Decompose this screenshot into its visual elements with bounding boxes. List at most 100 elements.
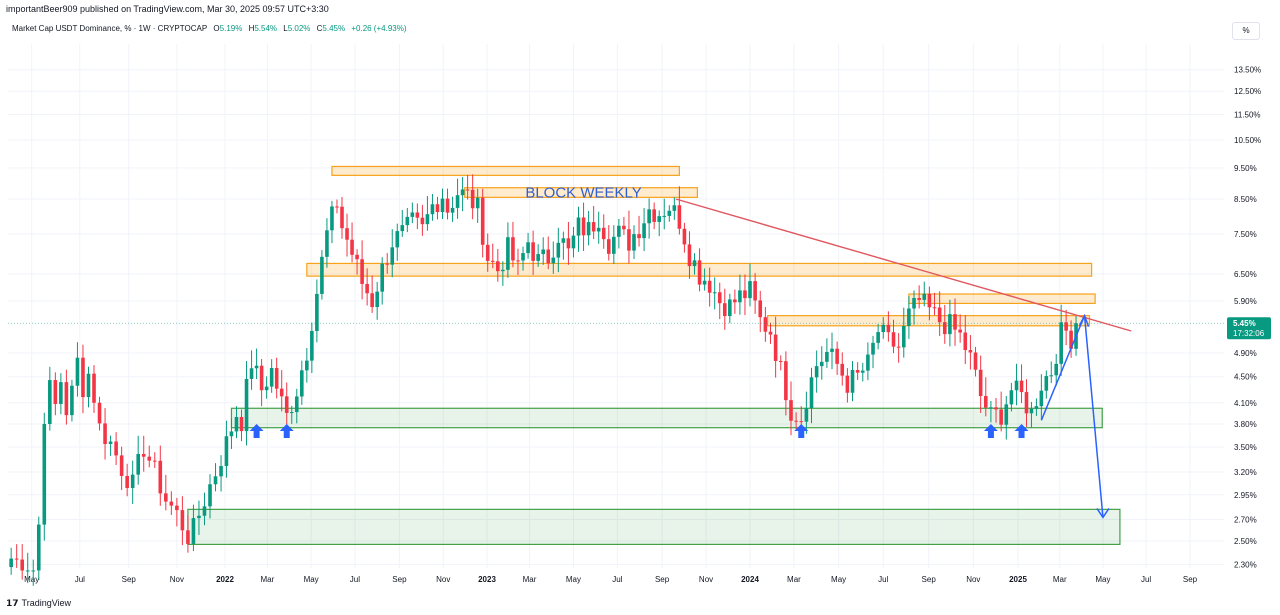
candle-body (229, 431, 234, 437)
candle-body (536, 254, 540, 261)
candle-body (475, 197, 480, 209)
candle-body (617, 225, 621, 237)
x-tick-label: Sep (1183, 575, 1198, 584)
candle-body (197, 515, 201, 519)
y-tick-label: 5.90% (1234, 297, 1257, 306)
candle-body (164, 493, 168, 502)
candle-body (1019, 380, 1024, 393)
y-tick-label: 3.80% (1234, 420, 1257, 429)
candle-body (712, 292, 717, 294)
candle-body (606, 239, 611, 254)
candle-body (1034, 406, 1039, 409)
y-tick-label: 6.50% (1234, 270, 1257, 279)
candle-body (370, 293, 374, 308)
candle-body (804, 408, 809, 422)
candle-body (480, 197, 485, 245)
x-tick-label: Sep (122, 575, 137, 584)
candle-body (840, 363, 845, 376)
x-tick-label: Jul (878, 575, 888, 584)
open-value: 5.19% (219, 24, 243, 33)
candle-body (380, 263, 384, 292)
symbol-title[interactable]: Market Cap USDT Dominance, % · 1W · CRYP… (12, 24, 208, 33)
candle-body (632, 234, 636, 251)
candle-body (637, 234, 641, 239)
candle-body (350, 239, 354, 255)
candle-body (269, 368, 274, 387)
candle-body (1044, 376, 1049, 391)
candle-body (289, 412, 294, 414)
bounce-up-arrow-icon (249, 424, 264, 438)
y-tick-label: 8.50% (1234, 195, 1257, 204)
candle-body (819, 361, 824, 367)
candle-body (647, 209, 651, 224)
y-tick-label: 9.50% (1234, 164, 1257, 173)
candle-body (375, 291, 379, 308)
candle-body (340, 206, 344, 229)
candle-body (901, 325, 906, 348)
x-tick-label: Sep (655, 575, 670, 584)
x-tick-label: Nov (699, 575, 713, 584)
candle-body (763, 317, 768, 332)
candle-body (682, 228, 687, 245)
candle-body (86, 373, 91, 398)
candle-body (445, 198, 450, 213)
bounce-up-arrow-icon (1014, 424, 1029, 438)
y-tick-label: 4.90% (1234, 349, 1257, 358)
candle-body (405, 216, 410, 226)
candles-layer (9, 174, 1078, 586)
candle-body (420, 217, 425, 225)
percent-scale-button[interactable]: % (1232, 22, 1260, 40)
candle-body (294, 396, 299, 413)
candle-body (48, 380, 52, 424)
x-tick-label: Jul (350, 575, 360, 584)
x-tick-label: Nov (966, 575, 980, 584)
candle-body (1054, 363, 1059, 376)
candle-body (125, 475, 129, 488)
candle-body (845, 375, 850, 393)
candle-body (566, 238, 571, 249)
x-tick-label: Sep (922, 575, 937, 584)
candle-body (1059, 322, 1063, 364)
candle-body (355, 254, 359, 260)
candle-body (994, 407, 998, 410)
y-tick-label: 7.50% (1234, 230, 1257, 239)
candle-body (305, 360, 309, 371)
candle-body (169, 501, 174, 506)
candle-body (953, 314, 957, 330)
x-tick-label: Jul (1141, 575, 1151, 584)
symbol-legend: Market Cap USDT Dominance, % · 1W · CRYP… (12, 24, 407, 33)
candle-body (642, 223, 646, 239)
change-value: +0.26 (+4.93%) (351, 24, 407, 33)
candle-body (284, 396, 289, 413)
candle-body (224, 436, 229, 467)
candle-body (652, 209, 656, 222)
candle-body (825, 351, 829, 362)
y-tick-label: 12.50% (1234, 87, 1261, 96)
candle-body (692, 260, 697, 267)
candle-body (244, 378, 249, 432)
candle-body (591, 222, 596, 232)
candle-body (983, 395, 988, 408)
candle-body (20, 559, 25, 571)
candle-body (274, 368, 279, 389)
candle-body (917, 297, 921, 300)
candle-body (886, 324, 891, 333)
candle-body (25, 570, 30, 572)
x-tick-label: 2022 (216, 575, 234, 584)
candle-body (743, 290, 747, 299)
candle-body (147, 456, 152, 461)
candle-body (541, 249, 546, 255)
candle-body (989, 407, 993, 409)
candle-body (410, 212, 415, 217)
candle-body (850, 370, 855, 393)
x-tick-label: Nov (170, 575, 184, 584)
candle-body (728, 299, 732, 317)
candle-body (208, 484, 212, 507)
candle-body (1024, 392, 1029, 414)
candle-body (64, 382, 69, 416)
candle-body (697, 260, 702, 285)
candle-body (152, 460, 157, 462)
candle-body (814, 366, 819, 378)
x-tick-label: Jul (75, 575, 85, 584)
